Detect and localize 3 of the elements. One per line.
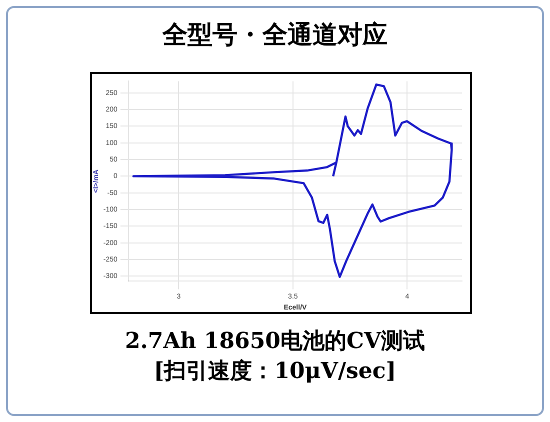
text: 2.7Ah 18650电池的CV测试	[124, 327, 426, 356]
text: [扫引速度：10μV/sec]	[152, 357, 398, 386]
chart-title: 全型号・全通道对应	[161, 19, 388, 51]
